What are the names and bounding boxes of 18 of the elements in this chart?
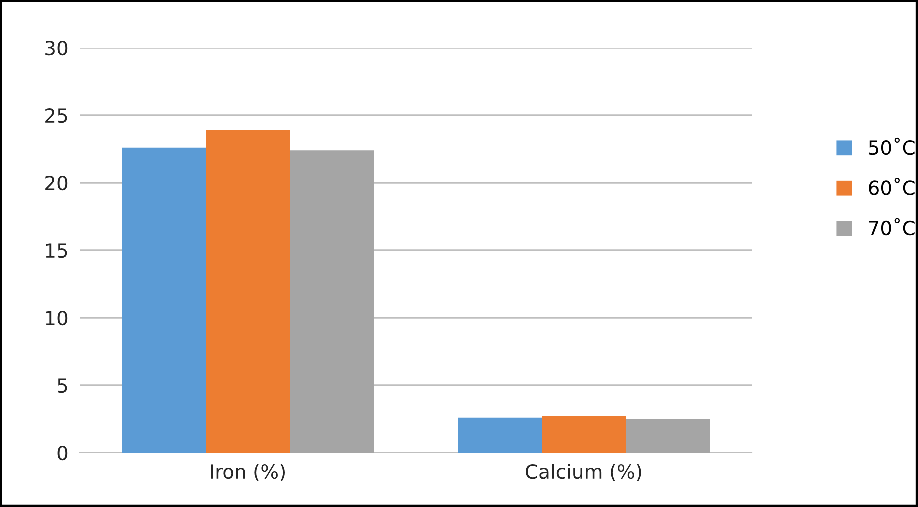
bar — [458, 418, 542, 453]
x-tick-label: Calcium (%) — [526, 464, 642, 482]
y-tick-label: 15 — [46, 244, 68, 258]
bar — [206, 130, 290, 453]
y-tick-label: 25 — [46, 108, 68, 124]
y-tick-label: 0 — [58, 446, 68, 461]
y-tick-label: 5 — [58, 378, 68, 394]
y-tick-label: 30 — [46, 40, 68, 56]
legend-label: 70˚C — [869, 218, 915, 236]
legend-label: 60˚C — [869, 178, 915, 196]
bar — [290, 150, 374, 453]
legend-label: 50˚C — [869, 138, 915, 156]
x-tick-label: Iron (%) — [211, 464, 285, 482]
bar — [626, 419, 710, 453]
y-tick-label: 20 — [46, 176, 68, 191]
bar — [542, 416, 626, 453]
bar — [122, 148, 206, 453]
y-tick-label: 10 — [46, 310, 68, 326]
